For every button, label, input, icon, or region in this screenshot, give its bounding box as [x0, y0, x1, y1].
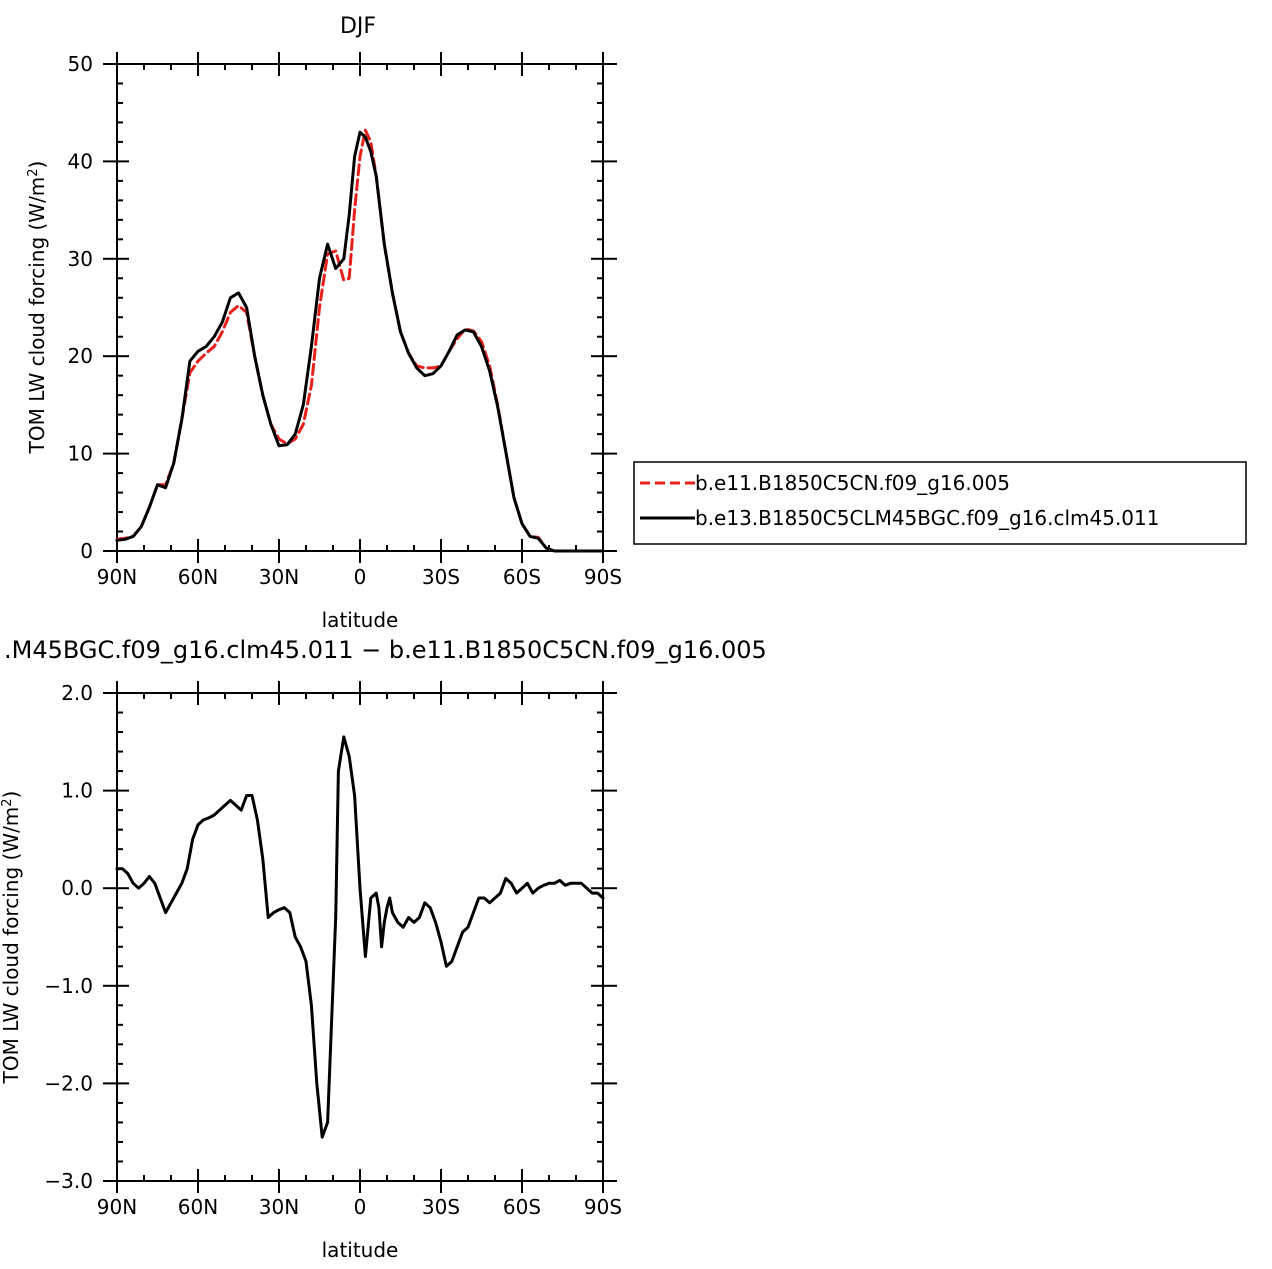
legend-label-experiment: b.e13.B1850C5CLM45BGC.f09_g16.clm45.011: [695, 506, 1159, 530]
x-tick-label: 0: [354, 565, 367, 589]
top-tick-marks: [103, 52, 617, 563]
legend: b.e11.B1850C5CN.f09_g16.005 b.e13.B1850C…: [633, 461, 1247, 545]
y-tick-label: 40: [68, 149, 93, 173]
bottom-panel: .M45BGC.f09_g16.clm45.011 − b.e11.B1850C…: [0, 636, 767, 1262]
x-tick-label: 60S: [503, 1195, 541, 1219]
y-tick-label: 20: [68, 344, 93, 368]
y-tick-label: 0.0: [61, 876, 93, 900]
bottom-y-tick-labels: −3.0 −2.0 −1.0 0.0 1.0 2.0: [44, 681, 93, 1193]
y-tick-label: 0: [80, 539, 93, 563]
x-tick-label: 30S: [422, 565, 460, 589]
series-line-0: [115, 128, 605, 553]
x-tick-label: 90S: [584, 1195, 622, 1219]
bottom-y-axis-label-close: ): [0, 791, 23, 799]
top-x-tick-labels: 90N 60N 30N 0 30S 60S 90S: [97, 565, 622, 589]
top-y-axis-label-close: ): [25, 161, 49, 169]
y-tick-label: 50: [68, 52, 93, 76]
legend-box: [633, 461, 1247, 545]
top-y-axis-label: TOM LW cloud forcing (W/m2): [25, 161, 49, 455]
bottom-plot-frame: [116, 692, 604, 1182]
legend-label-control: b.e11.B1850C5CN.f09_g16.005: [695, 471, 1010, 495]
top-y-axis-label-main: TOM LW cloud forcing (W/m: [25, 177, 49, 455]
x-tick-label: 90N: [97, 565, 137, 589]
top-series-group: [115, 128, 605, 553]
bottom-tick-marks: [103, 681, 617, 1193]
series-line-1: [115, 130, 605, 553]
bottom-series-group: [115, 735, 605, 1139]
x-tick-label: 30N: [259, 1195, 299, 1219]
x-tick-label: 60N: [178, 565, 218, 589]
x-tick-label: 90S: [584, 565, 622, 589]
series-line-0: [115, 735, 605, 1139]
bottom-chart-title: .M45BGC.f09_g16.clm45.011 − b.e11.B1850C…: [4, 636, 767, 664]
top-chart-title: DJF: [340, 14, 376, 39]
top-panel: DJF 90N 60N 30N 0 30S 60S 90S 0 10 20 30 40 50 lati…: [25, 14, 1247, 632]
bottom-x-axis-label: latitude: [322, 1238, 399, 1262]
y-tick-label: 30: [68, 247, 93, 271]
x-tick-label: 30N: [259, 565, 299, 589]
top-plot-frame: [116, 63, 604, 552]
y-tick-label: 1.0: [61, 779, 93, 803]
x-tick-label: 90N: [97, 1195, 137, 1219]
y-tick-label: 2.0: [61, 681, 93, 705]
x-tick-label: 0: [354, 1195, 367, 1219]
y-tick-label: −2.0: [44, 1071, 93, 1095]
y-tick-label: 10: [68, 442, 93, 466]
y-tick-label: −3.0: [44, 1169, 93, 1193]
x-tick-label: 30S: [422, 1195, 460, 1219]
x-tick-label: 60S: [503, 565, 541, 589]
bottom-x-tick-labels: 90N 60N 30N 0 30S 60S 90S: [97, 1195, 622, 1219]
y-tick-label: −1.0: [44, 974, 93, 998]
top-y-axis-label-sup: 2: [26, 168, 41, 176]
x-tick-label: 60N: [178, 1195, 218, 1219]
bottom-y-axis-label-main: TOM LW cloud forcing (W/m: [0, 807, 23, 1085]
top-x-axis-label: latitude: [322, 608, 399, 632]
top-y-tick-labels: 0 10 20 30 40 50: [68, 52, 93, 563]
bottom-y-axis-label: TOM LW cloud forcing (W/m2): [0, 791, 23, 1085]
bottom-y-axis-label-sup: 2: [0, 798, 15, 806]
